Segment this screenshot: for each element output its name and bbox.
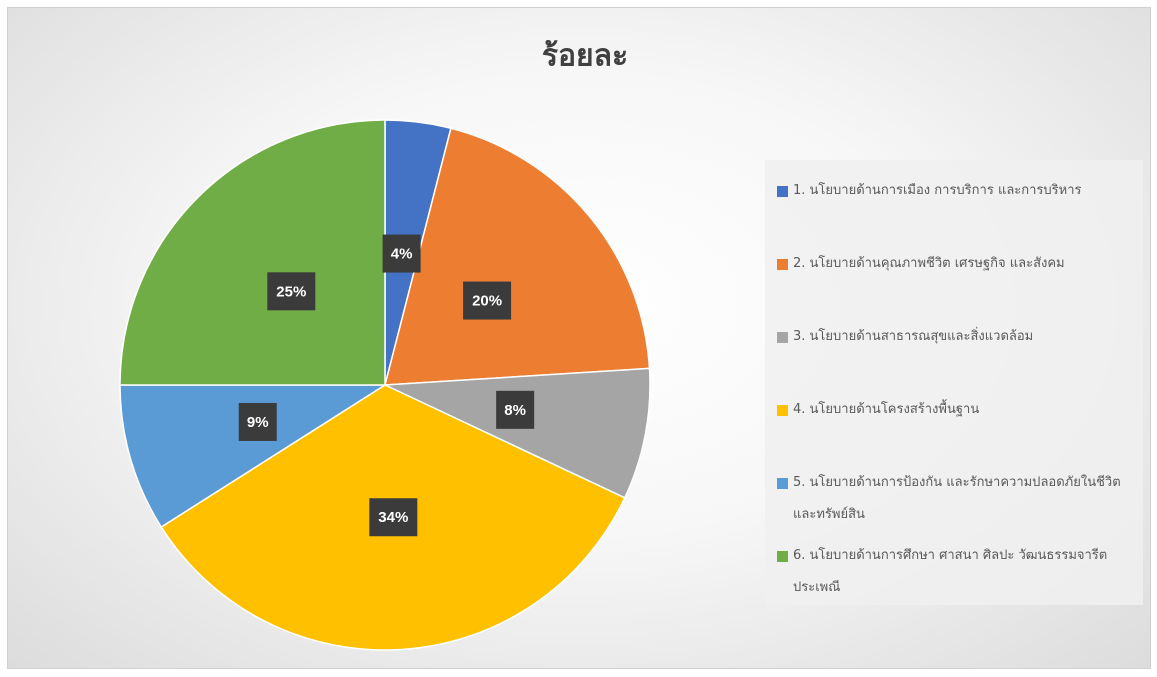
legend-swatch <box>777 478 788 489</box>
legend-label: 1. นโยบายด้านการเมือง การบริการ และการบร… <box>793 183 1082 198</box>
pie-slice <box>384 127 651 386</box>
data-label-box <box>496 390 535 429</box>
legend-item: 1. นโยบายด้านการเมือง การบริการ และการบร… <box>777 175 1133 248</box>
data-label: 9% <box>247 414 269 431</box>
legend-item: 6. นโยบายด้านการศึกษา ศาสนา ศิลปะ วัฒนธร… <box>777 540 1133 613</box>
data-label-box <box>267 272 316 311</box>
data-label: 4% <box>391 246 413 263</box>
data-label-box <box>463 281 512 320</box>
legend: 1. นโยบายด้านการเมือง การบริการ และการบร… <box>765 160 1143 605</box>
data-label-box <box>382 234 421 273</box>
legend-item: 3. นโยบายด้านสาธารณสุขและสิ่งแวดล้อม <box>777 321 1133 394</box>
data-label: 8% <box>504 402 526 419</box>
legend-label: 3. นโยบายด้านสาธารณสุขและสิ่งแวดล้อม <box>793 329 1034 344</box>
data-label: 25% <box>276 283 306 300</box>
data-label-box <box>238 402 277 441</box>
data-label: 34% <box>378 509 408 526</box>
legend-swatch <box>777 405 788 416</box>
pie-slice <box>119 384 388 529</box>
data-label-box <box>369 498 418 537</box>
legend-swatch <box>777 186 788 197</box>
legend-item: 2. นโยบายด้านคุณภาพชีวิต เศรษฐกิจ และสัง… <box>777 248 1133 321</box>
legend-swatch <box>777 551 788 562</box>
legend-item: 5. นโยบายด้านการป้องกัน และรักษาความปลอด… <box>777 467 1133 540</box>
legend-item: 4. นโยบายด้านโครงสร้างพื้นฐาน <box>777 394 1133 467</box>
legend-label: 5. นโยบายด้านการป้องกัน และรักษาความปลอด… <box>793 475 1121 522</box>
data-label: 20% <box>472 293 502 310</box>
pie-slice <box>384 367 651 499</box>
legend-label: 6. นโยบายด้านการศึกษา ศาสนา ศิลปะ วัฒนธร… <box>793 548 1108 595</box>
legend-label: 2. นโยบายด้านคุณภาพชีวิต เศรษฐกิจ และสัง… <box>793 256 1065 271</box>
legend-swatch <box>777 259 788 270</box>
pie-slice <box>119 119 386 386</box>
legend-label: 4. นโยบายด้านโครงสร้างพื้นฐาน <box>793 402 980 417</box>
legend-swatch <box>777 332 788 343</box>
chart-title: ร้อยละ <box>542 39 628 74</box>
